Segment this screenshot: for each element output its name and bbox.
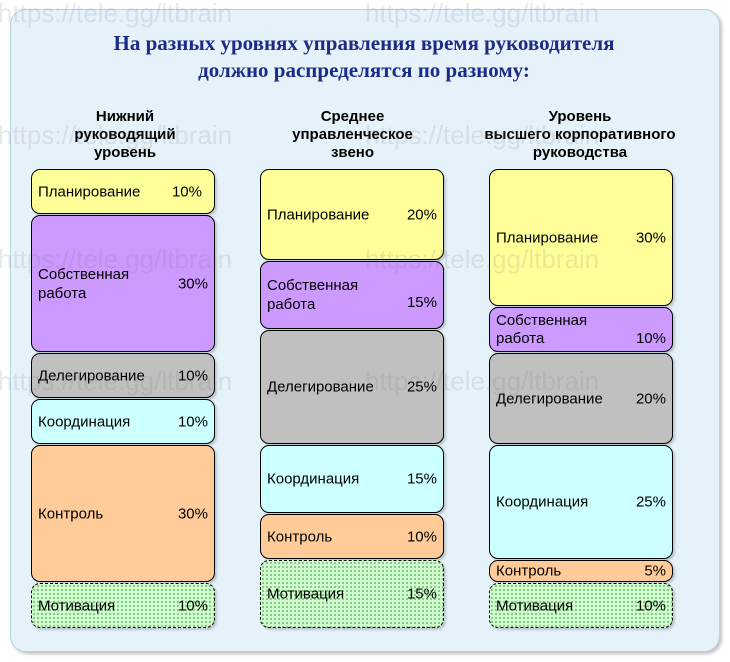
segment-planning: Планирование 30% (489, 169, 673, 306)
segment-value: 30% (635, 229, 666, 246)
segment-value: 15% (406, 470, 437, 488)
segment-value: 10% (171, 183, 202, 200)
column-header-lower: Нижний руководящий уровень (50, 108, 200, 162)
segment-value: 10% (177, 413, 208, 430)
segment-delegation: Делегирование 25% (260, 330, 444, 444)
segment-value: 10% (635, 330, 666, 347)
header-line: Уровень (548, 108, 612, 125)
segment-label: Собственная работа (38, 265, 130, 302)
segment-value: 10% (406, 528, 437, 545)
diagram-title: На разных уровнях управления время руков… (10, 30, 718, 84)
segment-control: Контроль 30% (31, 445, 215, 582)
segment-delegation: Делегирование 20% (489, 353, 673, 444)
segment-value: 5% (644, 562, 666, 580)
segment-planning: Планирование 10% (31, 169, 215, 214)
segment-coordination: Координация 15% (260, 445, 444, 513)
segment-label: Координация (38, 413, 131, 430)
segment-value: 20% (635, 390, 666, 407)
segment-label: Мотивация (267, 585, 345, 603)
segment-value: 10% (177, 367, 208, 384)
segment-label: Планирование (496, 229, 599, 246)
segment-delegation: Делегирование 10% (31, 353, 215, 398)
column-header-middle: Среднее управленческое звено (270, 108, 435, 162)
segment-label: Планирование (38, 183, 141, 200)
column-header-top: Уровень высшего корпоративного руководст… (480, 108, 680, 162)
header-line: управленческое (292, 126, 413, 143)
segment-own-work: Собственная работа 15% (260, 261, 444, 329)
segment-label: Мотивация (38, 597, 116, 614)
segment-value: 15% (406, 294, 437, 311)
segment-control: Контроль 5% (489, 560, 673, 582)
segment-label: Делегирование (267, 378, 374, 396)
header-line: Среднее (320, 108, 385, 125)
header-line: звено (330, 144, 375, 161)
segment-value: 30% (177, 505, 208, 522)
header-line: уровень (93, 144, 157, 161)
segment-motivation: Мотивация 10% (31, 583, 215, 628)
segment-control: Контроль 10% (260, 514, 444, 559)
segment-coordination: Координация 25% (489, 445, 673, 559)
segment-coordination: Координация 10% (31, 399, 215, 444)
header-line: Нижний (95, 108, 155, 125)
segment-value: 10% (635, 597, 666, 614)
segment-value: 25% (635, 493, 666, 511)
segment-label: Координация (496, 493, 589, 511)
segment-label: Собственная работа (267, 277, 359, 313)
header-line: руководящий (74, 126, 176, 143)
header-line: высшего корпоративного (484, 126, 676, 143)
segment-own-work: Собственная работа 10% (489, 307, 673, 352)
segment-value: 20% (406, 206, 437, 223)
segment-label: Делегирование (38, 367, 145, 384)
segment-label: Мотивация (496, 597, 574, 614)
segment-own-work: Собственная работа 30% (31, 215, 215, 352)
segment-label: Контроль (38, 505, 104, 522)
segment-label: Собственная работа (496, 311, 588, 347)
segment-motivation: Мотивация 10% (489, 583, 673, 628)
segment-value: 25% (406, 378, 437, 396)
header-line: руководства (532, 144, 628, 161)
segment-motivation: Мотивация 15% (260, 560, 444, 628)
segment-value: 30% (177, 275, 208, 292)
title-line-2: должно распределятся по разному: (198, 58, 530, 82)
segment-label: Контроль (496, 562, 562, 580)
segment-label: Координация (267, 470, 360, 488)
segment-label: Делегирование (496, 390, 603, 407)
segment-label: Контроль (267, 528, 333, 545)
segment-value: 15% (406, 585, 437, 603)
segment-value: 10% (177, 597, 208, 614)
segment-label: Планирование (267, 206, 370, 223)
segment-planning: Планирование 20% (260, 169, 444, 260)
title-line-1: На разных уровнях управления время руков… (113, 31, 615, 55)
